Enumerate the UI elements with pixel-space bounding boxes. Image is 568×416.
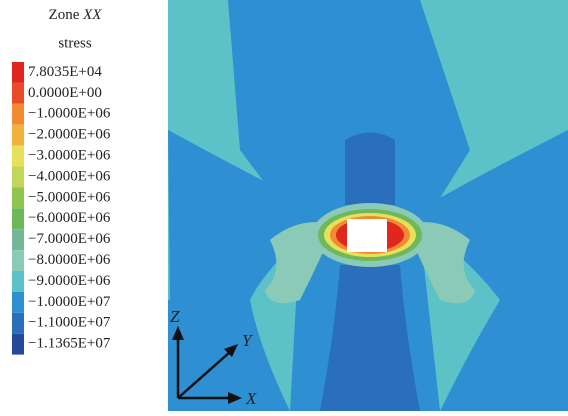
- legend-swatch: [12, 82, 24, 104]
- legend-swatch: [12, 229, 24, 251]
- legend-label: −1.1365E+07: [28, 336, 111, 352]
- legend-swatch: [12, 208, 24, 230]
- legend-swatch: [12, 271, 24, 292]
- legend-title-italic: XX: [82, 7, 102, 23]
- legend-swatch: [12, 124, 24, 146]
- legend-label: −9.0000E+06: [28, 273, 111, 289]
- legend-label: −3.0000E+06: [28, 147, 111, 163]
- legend-label: 7.8035E+04: [28, 64, 102, 80]
- axis-triad: [172, 326, 242, 404]
- axis-z-label: Z: [170, 307, 180, 326]
- legend: Zone XX stress 7.8035E+04 0.0000E+00 −1.00…: [12, 7, 111, 355]
- legend-label: 0.0000E+00: [28, 85, 102, 101]
- legend-swatch: [12, 166, 24, 188]
- legend-swatch: [12, 103, 24, 125]
- legend-swatch: [12, 312, 24, 334]
- legend-swatch: [12, 250, 24, 271]
- legend-swatch: [12, 145, 24, 167]
- legend-label: −1.0000E+06: [28, 106, 111, 122]
- legend-swatch: [12, 291, 24, 313]
- legend-swatch: [12, 187, 24, 209]
- legend-title: Zone XX: [49, 7, 103, 23]
- legend-label: −8.0000E+06: [28, 252, 111, 268]
- axis-y-label: Y: [242, 331, 253, 350]
- legend-title-line2: stress: [58, 35, 91, 51]
- axis-x-label: X: [245, 389, 257, 408]
- legend-title-text: Zone: [49, 7, 84, 23]
- legend-swatch: [12, 333, 24, 355]
- legend-label: −1.0000E+07: [28, 294, 111, 310]
- legend-label: −6.0000E+06: [28, 210, 111, 226]
- legend-label: −4.0000E+06: [28, 168, 111, 184]
- legend-label: −7.0000E+06: [28, 231, 111, 247]
- legend-swatch: [12, 62, 24, 83]
- contour-plot: [168, 0, 568, 411]
- legend-label: −5.0000E+06: [28, 189, 111, 205]
- legend-label: −2.0000E+06: [28, 127, 111, 143]
- legend-label: −1.1000E+07: [28, 315, 111, 331]
